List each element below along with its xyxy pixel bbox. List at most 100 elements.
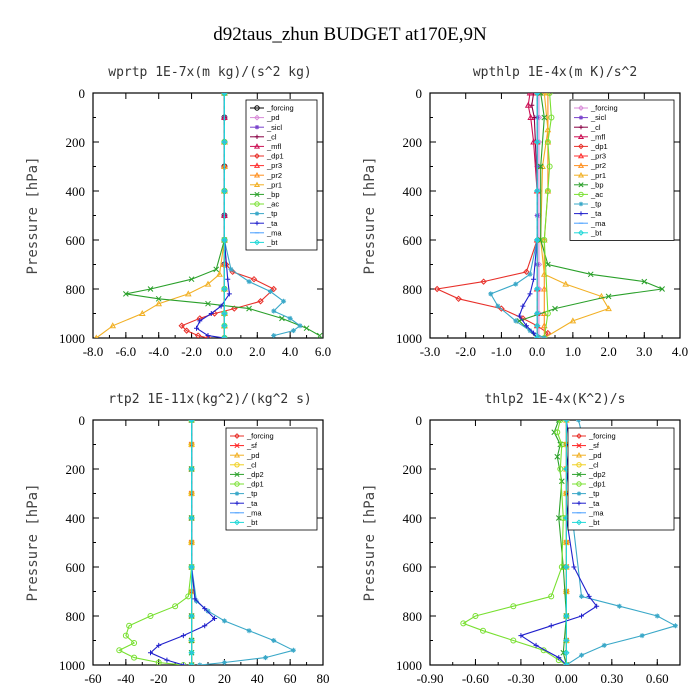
- chart-title: thlp2 1E-4x(K^2)/s: [485, 392, 626, 407]
- data-point: [562, 280, 570, 287]
- x-tick-label: 2.0: [600, 344, 616, 359]
- data-point: [192, 596, 198, 602]
- x-tick-label: 0.0: [529, 344, 545, 359]
- data-point: [548, 114, 555, 121]
- data-point: [533, 334, 541, 338]
- data-point: [164, 657, 170, 663]
- data-point: [138, 309, 146, 316]
- data-point: [541, 114, 548, 121]
- data-point: [231, 305, 238, 312]
- data-point: [218, 303, 224, 309]
- data-point: [204, 334, 212, 338]
- data-point: [579, 652, 585, 658]
- data-point: [185, 593, 192, 600]
- legend-label: _sf: [588, 441, 600, 450]
- legend-marker: [576, 519, 582, 526]
- legend-label: _pr3: [266, 161, 282, 170]
- data-point: [641, 278, 648, 285]
- data-point: [271, 333, 277, 338]
- legend-marker: [234, 519, 240, 526]
- data-point: [212, 615, 218, 621]
- data-point: [659, 286, 665, 292]
- data-point: [544, 310, 551, 317]
- y-tick-label: 800: [66, 282, 86, 297]
- legend-label: _tp: [588, 489, 599, 498]
- x-tick-label: -4.0: [148, 344, 169, 359]
- legend-marker: [576, 491, 582, 496]
- data-point: [172, 603, 179, 610]
- x-tick-label: -20: [150, 671, 167, 686]
- legend-marker: [254, 191, 260, 197]
- data-point: [116, 647, 123, 654]
- y-tick-label: 600: [66, 233, 86, 248]
- data-point: [257, 298, 264, 305]
- legend-label: _dp1: [590, 142, 608, 151]
- data-point: [563, 661, 570, 665]
- legend-marker: [578, 125, 584, 130]
- data-point: [527, 271, 533, 277]
- series-group: [116, 420, 296, 665]
- data-point: [287, 315, 293, 321]
- data-point: [510, 637, 517, 644]
- series-line-pr1: [540, 93, 610, 338]
- data-point: [639, 633, 645, 639]
- data-point: [202, 623, 208, 629]
- data-point: [544, 139, 551, 145]
- data-point: [194, 332, 202, 338]
- legend-marker: [254, 211, 260, 216]
- data-point: [155, 295, 162, 302]
- x-tick-label: -40: [117, 671, 134, 686]
- data-point: [155, 659, 162, 665]
- data-point: [250, 275, 258, 283]
- legend-marker: [578, 182, 584, 188]
- data-point: [316, 332, 323, 338]
- legend-marker: [578, 105, 584, 111]
- data-point: [569, 317, 577, 324]
- legend-marker: [577, 171, 585, 178]
- data-point: [123, 291, 129, 297]
- legend-marker: [253, 162, 261, 168]
- legend-label: _cl: [590, 123, 601, 132]
- data-point: [563, 612, 570, 620]
- x-tick-label: 6.0: [315, 344, 331, 359]
- data-point: [480, 627, 487, 634]
- x-tick-label: 40: [251, 671, 264, 686]
- series-line-dp1: [435, 93, 549, 338]
- chart-panel-4: thlp2 1E-4x(K^2)/s Pressure [hPa] -0.90 -0.…: [362, 392, 681, 686]
- data-point: [510, 603, 517, 610]
- series-line-dp1: [462, 420, 567, 665]
- legend-label: _sicl: [590, 113, 606, 122]
- y-tick-label: 600: [403, 560, 423, 575]
- data-point: [563, 563, 570, 571]
- legend-label: _bt: [588, 518, 600, 527]
- data-point: [527, 113, 535, 120]
- legend-label: _bp: [266, 190, 280, 199]
- data-point: [571, 564, 577, 570]
- x-tick-label: -6.0: [116, 344, 137, 359]
- series-line-pr1: [95, 93, 225, 338]
- data-point: [122, 632, 129, 639]
- legend-marker: [576, 471, 582, 477]
- legend-label: _bp: [590, 180, 604, 189]
- data-point: [495, 303, 501, 309]
- legend-marker: [254, 125, 260, 130]
- legend: _forcing_sf_pd_cl_dp2_dp1_tp_ta_ma_bt: [225, 427, 318, 531]
- data-point: [579, 593, 585, 599]
- legend-label: _pd: [266, 113, 280, 122]
- legend-label: _ta: [266, 219, 278, 228]
- legend-label: _dp1: [266, 152, 284, 161]
- y-tick-label: 600: [403, 233, 423, 248]
- x-tick-label: -2.0: [455, 344, 476, 359]
- legend-marker: [576, 443, 582, 449]
- y-tick-label: 200: [403, 462, 423, 477]
- y-tick-label: 0: [416, 86, 423, 101]
- legend-label: _cl: [246, 460, 257, 469]
- data-point: [228, 266, 234, 272]
- y-tick-label: 800: [66, 609, 86, 624]
- x-tick-label: 4.0: [672, 344, 688, 359]
- legend-label: _pd: [246, 451, 260, 460]
- data-point: [558, 478, 565, 485]
- data-point: [188, 514, 195, 522]
- data-point: [246, 279, 252, 285]
- y-tick-label: 0: [79, 86, 86, 101]
